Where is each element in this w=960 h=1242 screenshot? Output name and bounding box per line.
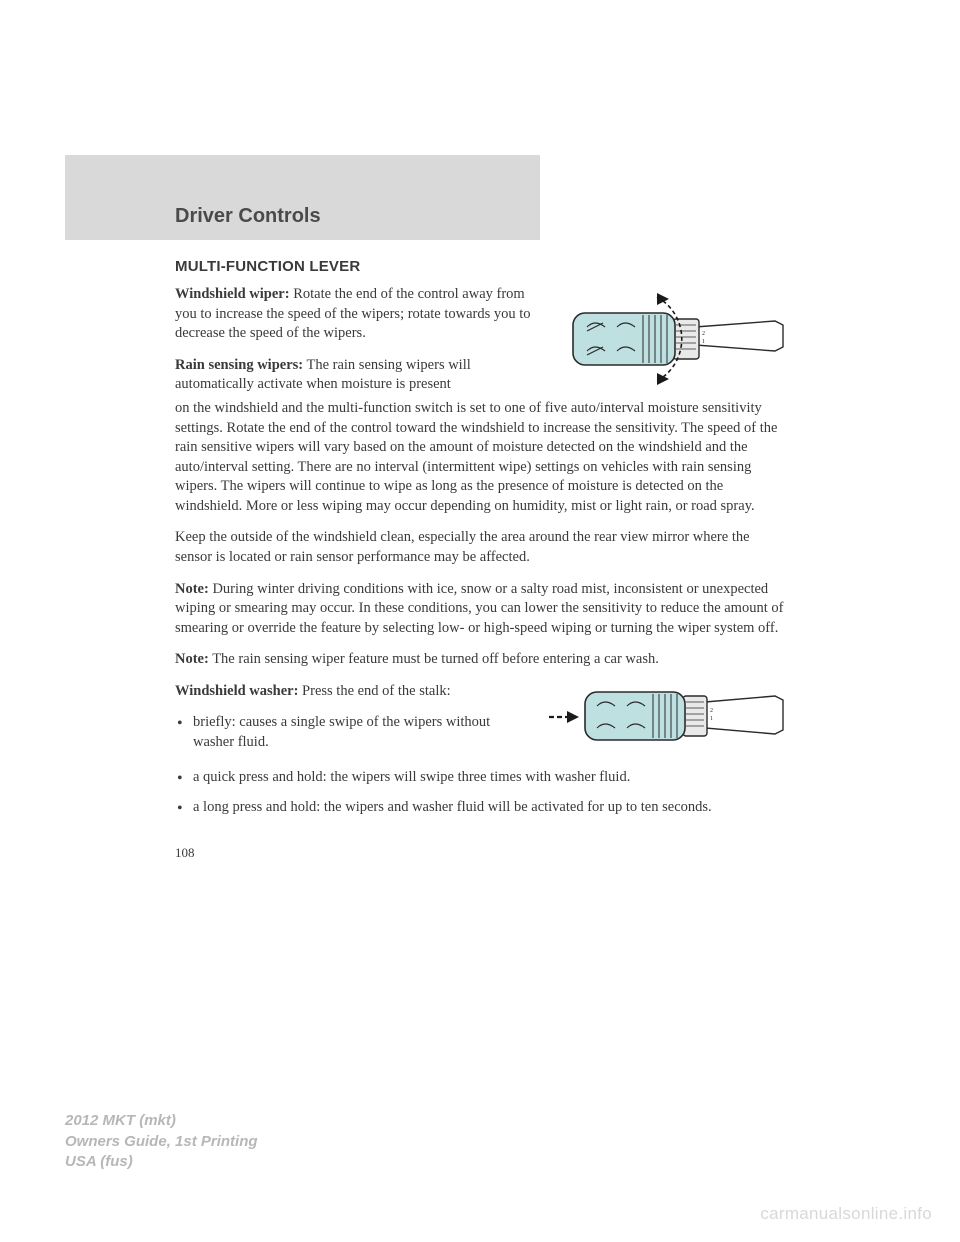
- svg-text:2: 2: [702, 331, 705, 337]
- note2-label: Note:: [175, 651, 209, 667]
- footer-region: USA: [65, 1153, 100, 1170]
- watermark: carmanualsonline.info: [760, 1204, 932, 1224]
- washer-list: briefly: causes a single swipe of the wi…: [175, 713, 531, 752]
- footer-code1: (mkt): [139, 1112, 176, 1129]
- header-band: Driver Controls: [65, 155, 540, 240]
- list-item: a long press and hold: the wipers and wa…: [175, 798, 785, 818]
- wiper-row: Windshield wiper: Rotate the end of the …: [175, 285, 785, 395]
- keep-clean: Keep the outside of the windshield clean…: [175, 528, 785, 567]
- wiper-illustration: 2 1: [545, 285, 785, 395]
- rain-intro-para: Rain sensing wipers: The rain sensing wi…: [175, 356, 531, 395]
- wiper-label: Windshield wiper:: [175, 286, 290, 302]
- page-content: Driver Controls MULTI-FUNCTION LEVER Win…: [0, 0, 960, 861]
- washer-intro-text: Press the end of the stalk:: [298, 683, 450, 699]
- note2: Note: The rain sensing wiper feature mus…: [175, 650, 785, 670]
- note1-label: Note:: [175, 581, 209, 597]
- washer-intro: Windshield washer: Press the end of the …: [175, 682, 531, 702]
- page-number: 108: [175, 844, 785, 862]
- footer-line3: USA (fus): [65, 1152, 258, 1172]
- footer-code2: (fus): [100, 1153, 133, 1170]
- washer-illustration: 2 1: [545, 682, 785, 752]
- washer-row: Windshield washer: Press the end of the …: [175, 682, 785, 765]
- washer-text-col: Windshield washer: Press the end of the …: [175, 682, 531, 765]
- svg-text:1: 1: [710, 716, 713, 722]
- footer-model: 2012 MKT: [65, 1112, 139, 1129]
- note1-text: During winter driving conditions with ic…: [175, 581, 783, 636]
- note2-text: The rain sensing wiper feature must be t…: [209, 651, 659, 667]
- rain-label: Rain sensing wipers:: [175, 357, 303, 373]
- footer-line2: Owners Guide, 1st Printing: [65, 1132, 258, 1152]
- wiper-text-col: Windshield wiper: Rotate the end of the …: [175, 285, 531, 395]
- note1: Note: During winter driving conditions w…: [175, 580, 785, 639]
- rain-cont: on the windshield and the multi-function…: [175, 399, 785, 516]
- washer-label: Windshield washer:: [175, 683, 298, 699]
- footer-line1: 2012 MKT (mkt): [65, 1111, 258, 1131]
- svg-text:2: 2: [710, 708, 713, 714]
- body-text: Windshield wiper: Rotate the end of the …: [175, 285, 785, 861]
- lever-press-icon: 2 1: [545, 682, 785, 752]
- lever-rotate-icon: 2 1: [545, 285, 785, 395]
- section-title: Driver Controls: [175, 205, 540, 228]
- wiper-para: Windshield wiper: Rotate the end of the …: [175, 285, 531, 344]
- svg-text:1: 1: [702, 339, 705, 345]
- list-item: a quick press and hold: the wipers will …: [175, 768, 785, 788]
- footer: 2012 MKT (mkt) Owners Guide, 1st Printin…: [65, 1111, 258, 1172]
- heading-multi-function-lever: MULTI-FUNCTION LEVER: [175, 258, 785, 275]
- washer-list-cont: a quick press and hold: the wipers will …: [175, 768, 785, 817]
- list-item: briefly: causes a single swipe of the wi…: [175, 713, 531, 752]
